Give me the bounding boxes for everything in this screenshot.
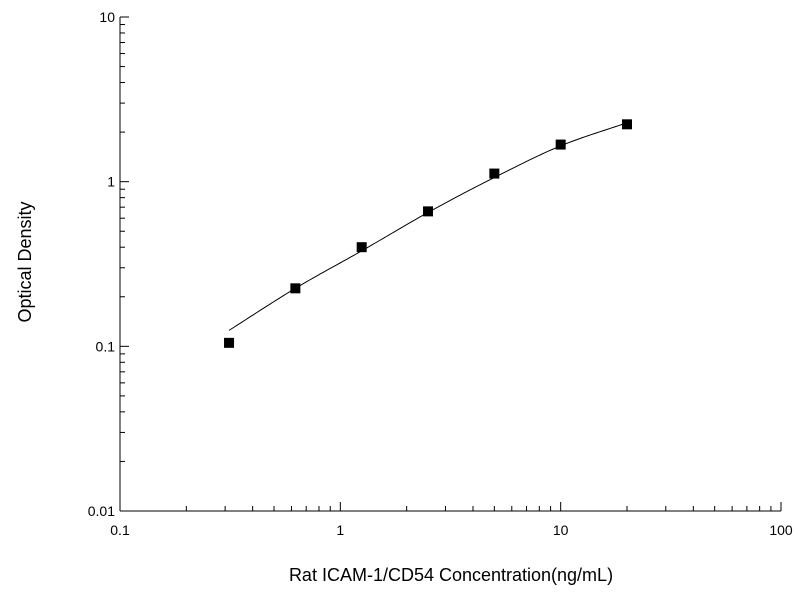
fit-curve-line — [228, 122, 628, 331]
data-points-layer — [224, 119, 632, 348]
tick-labels-layer: 0.1 1 10 100 0.01 0.1 1 10 — [88, 9, 793, 538]
data-point-square — [621, 119, 632, 130]
data-point-square — [489, 168, 500, 179]
data-point-square — [423, 206, 434, 217]
y-tick-label: 0.01 — [88, 503, 115, 519]
data-point-square — [555, 139, 566, 150]
x-tick-label: 1 — [336, 522, 344, 538]
axes — [119, 16, 782, 512]
fit-curve-layer — [228, 122, 628, 331]
y-tick-label: 1 — [107, 174, 115, 190]
data-point-square — [290, 283, 301, 294]
x-tick-label: 0.1 — [110, 522, 130, 538]
x-tick-label: 100 — [769, 522, 793, 538]
x-axis-title: Rat ICAM-1/CD54 Concentration(ng/mL) — [289, 565, 613, 585]
y-tick-label: 10 — [99, 9, 115, 25]
y-tick-label: 0.1 — [96, 338, 116, 354]
data-point-square — [224, 337, 235, 348]
y-axis-title: Optical Density — [15, 201, 35, 322]
x-tick-label: 10 — [553, 522, 569, 538]
data-point-square — [356, 242, 367, 253]
